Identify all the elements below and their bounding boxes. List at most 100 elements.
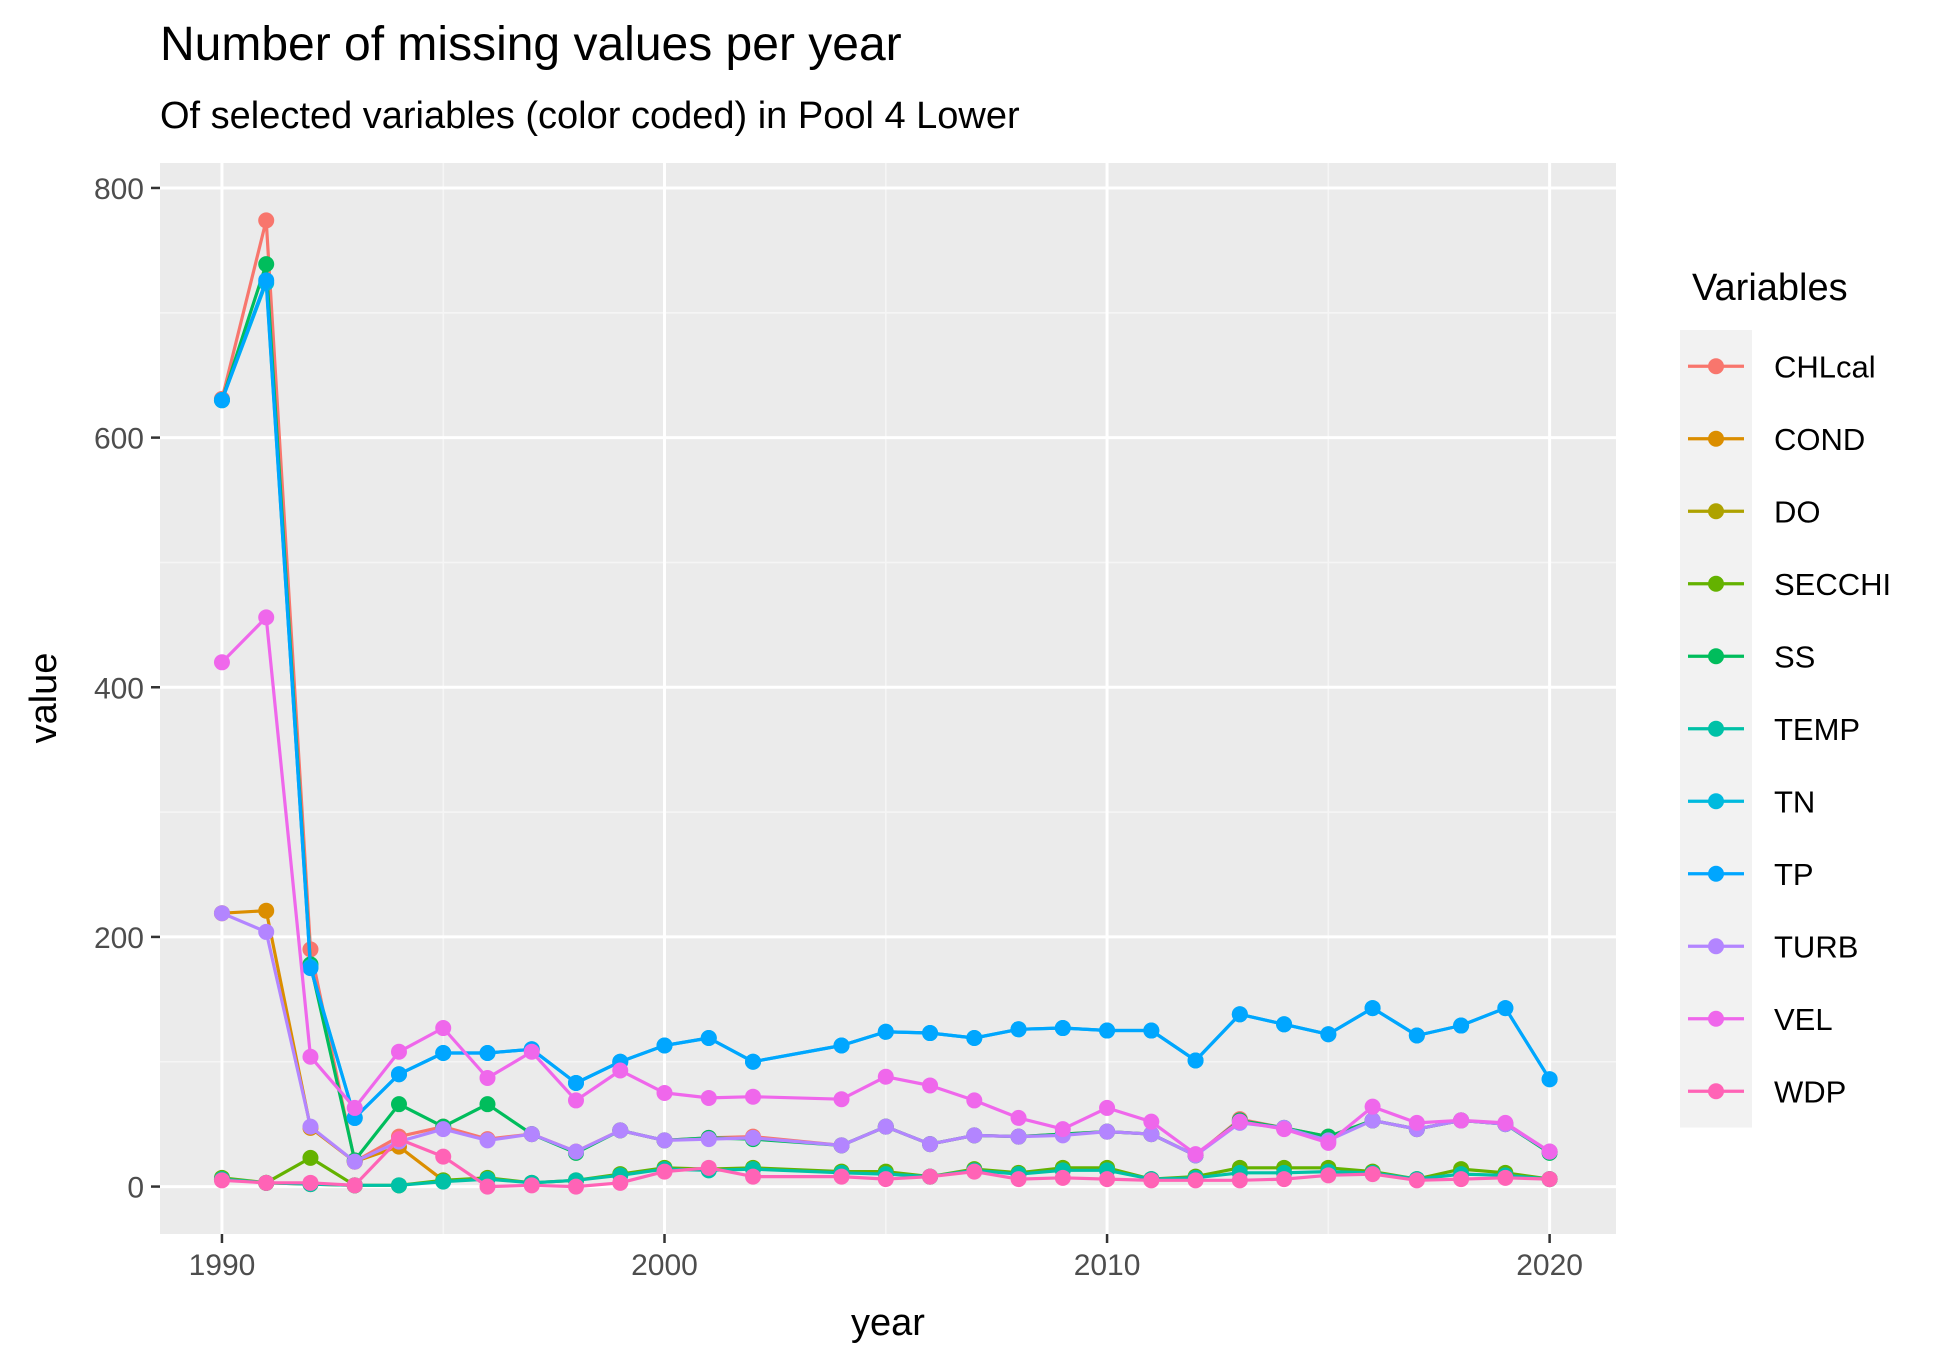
legend-item-tp: TP <box>1688 857 1814 892</box>
legend-label: TN <box>1774 784 1815 819</box>
data-point-tp <box>1054 1020 1071 1037</box>
legend-key-point <box>1708 648 1724 665</box>
series-layer <box>213 212 1558 1195</box>
legend-label: CHLcal <box>1774 349 1876 384</box>
data-point-vel <box>1453 1112 1470 1129</box>
legend-item-ss: SS <box>1688 639 1815 674</box>
x-tick-label: 2000 <box>631 1249 698 1282</box>
data-point-vel <box>833 1091 850 1108</box>
legend-key-point <box>1708 938 1724 955</box>
data-point-vel <box>390 1043 407 1060</box>
x-tick-label: 1990 <box>189 1249 256 1282</box>
data-point-vel <box>435 1020 452 1037</box>
legend: CHLcal COND DO SECCHI SS TEMP TN TP TURB VEL WDP <box>1680 330 1891 1128</box>
data-point-wdp <box>435 1148 452 1165</box>
data-point-tp <box>877 1023 894 1040</box>
legend-item-cond: COND <box>1688 422 1865 457</box>
y-tick-label: 0 <box>127 1172 144 1205</box>
data-point-wdp <box>1364 1166 1381 1183</box>
data-point-vel <box>568 1092 584 1109</box>
data-point-turb <box>435 1121 452 1138</box>
y-tick-label: 200 <box>94 922 144 955</box>
legend-label: WDP <box>1774 1074 1846 1109</box>
data-point-wdp <box>1187 1172 1204 1189</box>
data-point-ss <box>390 1096 407 1113</box>
grid-lines <box>160 163 1616 1234</box>
legend-label: TURB <box>1774 929 1858 964</box>
legend-key-point <box>1708 1083 1724 1100</box>
data-point-tp <box>656 1037 673 1054</box>
data-point-tp <box>700 1030 717 1047</box>
data-point-vel <box>1231 1113 1248 1130</box>
data-point-vel <box>612 1062 629 1079</box>
legend-key-point <box>1708 865 1724 882</box>
y-axis-title: value <box>23 653 65 744</box>
data-point-tp <box>479 1045 496 1062</box>
data-point-wdp <box>1054 1169 1071 1186</box>
legend-item-wdp: WDP <box>1688 1074 1846 1109</box>
data-point-vel <box>1320 1134 1337 1151</box>
data-point-ss <box>479 1096 496 1113</box>
data-point-turb <box>568 1143 584 1160</box>
data-point-vel <box>1187 1146 1204 1163</box>
data-point-wdp <box>966 1163 983 1180</box>
legend-key-point <box>1708 793 1724 810</box>
legend-label: SS <box>1774 639 1815 674</box>
data-point-turb <box>833 1137 850 1154</box>
data-point-turb <box>1143 1126 1160 1143</box>
data-point-vel <box>1054 1121 1071 1138</box>
data-point-wdp <box>612 1174 629 1191</box>
data-point-wdp <box>1099 1171 1116 1188</box>
data-point-vel <box>1143 1113 1160 1130</box>
data-point-ss <box>258 256 275 273</box>
data-point-vel <box>1099 1099 1116 1116</box>
data-point-secchi <box>302 1149 319 1166</box>
data-point-tp <box>1187 1052 1204 1069</box>
data-point-vel <box>1541 1143 1558 1160</box>
data-point-tp <box>435 1045 452 1062</box>
data-point-vel <box>258 609 275 626</box>
data-point-wdp <box>745 1168 762 1185</box>
data-point-vel <box>302 1048 319 1065</box>
data-point-tp <box>1010 1021 1027 1038</box>
y-tick-label: 600 <box>94 423 144 456</box>
data-point-wdp <box>479 1178 496 1195</box>
data-point-temp <box>435 1173 452 1190</box>
data-point-wdp <box>302 1174 319 1191</box>
data-point-tp <box>1320 1026 1337 1043</box>
data-point-turb <box>1099 1123 1116 1140</box>
data-point-turb <box>966 1127 983 1144</box>
data-point-vel <box>1497 1114 1514 1131</box>
legend-item-chlcal: CHLcal <box>1688 349 1876 384</box>
data-point-vel <box>479 1069 496 1086</box>
data-point-tp <box>966 1030 983 1047</box>
data-point-turb <box>612 1122 629 1139</box>
legend-label: VEL <box>1774 1002 1833 1037</box>
data-point-vel <box>877 1068 894 1085</box>
data-point-vel <box>1010 1109 1027 1126</box>
legend-label: TP <box>1774 857 1814 892</box>
x-axis-title: year <box>851 1302 925 1344</box>
legend-item-vel: VEL <box>1688 1002 1833 1037</box>
axes: 1990 2000 2010 2020 0 200 400 600 800 <box>94 173 1583 1282</box>
series-line-tp <box>220 278 1551 1120</box>
data-point-wdp <box>1143 1172 1160 1189</box>
legend-item-temp: TEMP <box>1688 712 1860 747</box>
data-point-turb <box>1364 1112 1381 1129</box>
series-vel <box>213 609 1558 1163</box>
legend-title: Variables <box>1692 267 1848 309</box>
data-point-tp <box>745 1053 762 1070</box>
data-point-tp <box>833 1037 850 1054</box>
data-point-turb <box>877 1118 894 1135</box>
series-tp <box>213 272 1558 1126</box>
data-point-vel <box>523 1043 540 1060</box>
data-point-cond <box>258 902 275 919</box>
data-point-wdp <box>390 1131 407 1148</box>
legend-key-point <box>1708 1010 1724 1027</box>
series-wdp <box>213 1131 1558 1195</box>
data-point-wdp <box>1408 1172 1425 1189</box>
chart-title: Number of missing values per year <box>160 18 902 71</box>
data-point-turb <box>302 1118 319 1135</box>
data-point-wdp <box>1276 1171 1293 1188</box>
